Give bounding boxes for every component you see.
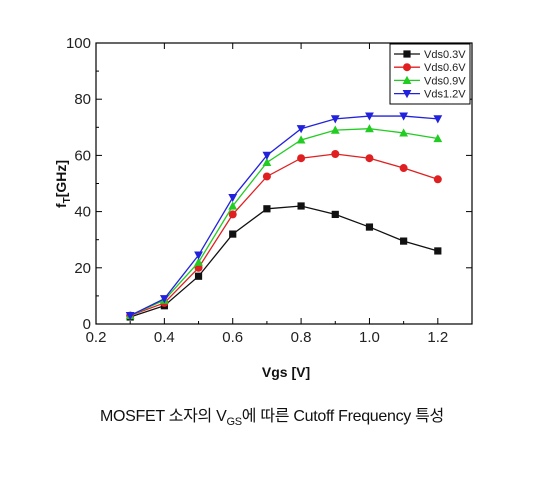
data-point (159, 295, 169, 304)
plot-area: 0.2 0.4 0.6 0.8 1.0 1.2 0 20 40 60 80 100 (66, 35, 473, 346)
y-tick-label: 40 (74, 204, 91, 221)
data-point (125, 311, 135, 321)
x-tick-label: 1.2 (427, 329, 448, 346)
x-axis-title: Vgs [V] (262, 364, 310, 380)
data-point (262, 157, 272, 167)
data-point (194, 272, 203, 280)
data-point (330, 115, 340, 124)
legend-marker (402, 90, 412, 99)
data-point (194, 263, 203, 272)
data-point (434, 247, 442, 255)
x-tick-label: 0.6 (222, 329, 243, 346)
data-point (433, 175, 442, 184)
legend-entry-label: Vds0.3V (424, 49, 466, 61)
x-tick-label: 0.4 (154, 329, 175, 346)
figure-caption: MOSFET 소자의 VGS에 따른 Cutoff Frequency 특성 (0, 402, 544, 428)
data-point (365, 112, 374, 121)
y-tick-label: 60 (74, 147, 91, 164)
data-point (194, 257, 203, 266)
data-point (297, 154, 306, 163)
data-point (262, 172, 271, 181)
series-Vds0.3V (126, 202, 442, 321)
data-point (399, 112, 409, 121)
data-point (229, 230, 237, 238)
x-tick-label: 0.2 (86, 329, 107, 346)
y-tick-label: 80 (74, 91, 91, 108)
data-point (296, 135, 306, 144)
caption-text: MOSFET 소자의 V (100, 408, 227, 425)
series-line (129, 153, 439, 317)
data-point (296, 125, 306, 134)
data-point (365, 154, 374, 163)
data-point (433, 115, 443, 124)
legend-marker (403, 63, 411, 72)
series-line (129, 115, 438, 317)
y-tick-label: 20 (74, 260, 91, 277)
data-point (399, 164, 408, 173)
data-point (433, 133, 443, 143)
x-tick-label: 1.0 (359, 329, 380, 346)
data-point (228, 201, 238, 210)
data-point (194, 251, 203, 260)
x-tick-label: 0.8 (291, 329, 312, 346)
legend-entry-label: Vds0.6V (424, 62, 466, 74)
data-point (331, 149, 340, 158)
series-Vds0.9V (125, 124, 443, 320)
y-axis-title: fT[GHz] (53, 160, 73, 208)
legend-entry-label: Vds1.2V (424, 89, 466, 101)
data-point (399, 128, 409, 137)
data-point (297, 202, 305, 210)
series-line (129, 128, 438, 317)
data-point (400, 237, 408, 245)
caption-subscript: GS (226, 416, 243, 429)
series-Vds1.2V (125, 112, 443, 321)
data-point (228, 193, 238, 203)
legend-marker (403, 50, 411, 58)
data-point (263, 205, 271, 213)
series-line (129, 205, 438, 318)
series-Vds0.6V (126, 149, 442, 320)
data-point (365, 223, 374, 231)
legend-entry-label: Vds0.9V (424, 75, 466, 87)
y-tick-label: 100 (66, 35, 91, 52)
series-layer (125, 112, 443, 321)
data-point (365, 124, 374, 133)
legend-marker (402, 75, 412, 84)
data-point (228, 210, 237, 219)
caption-text-rest: 에 따른 Cutoff Frequency 특성 (241, 408, 444, 425)
data-point (330, 125, 340, 134)
data-point (262, 151, 272, 160)
y-tick-label: 0 (83, 316, 91, 333)
data-point (331, 210, 339, 219)
